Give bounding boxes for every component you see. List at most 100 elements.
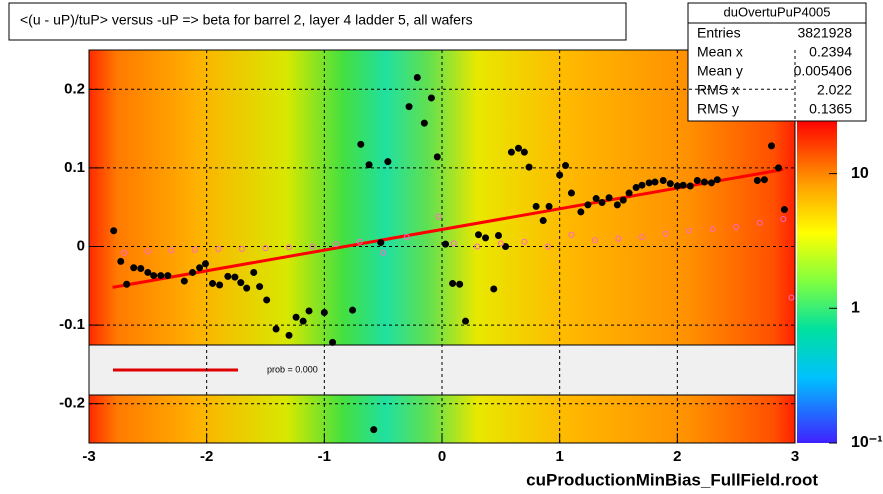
stats-value: 0.005406	[794, 63, 853, 79]
point	[427, 94, 435, 102]
point	[403, 234, 410, 241]
point	[556, 171, 564, 179]
point	[693, 176, 701, 184]
point	[189, 268, 197, 276]
point	[651, 178, 659, 186]
point	[562, 162, 570, 170]
point	[788, 294, 795, 301]
point	[449, 279, 457, 287]
point	[329, 338, 337, 346]
point	[474, 243, 481, 250]
point	[420, 119, 428, 127]
point	[494, 231, 502, 239]
stats-title: duOvertuPuP4005	[724, 4, 831, 19]
stats-label: Mean y	[697, 63, 743, 79]
point	[756, 219, 763, 226]
y-tick-label: 0.2	[64, 80, 85, 97]
point	[130, 264, 138, 272]
point	[384, 158, 392, 166]
point	[286, 244, 293, 251]
point	[673, 182, 681, 190]
point	[435, 213, 442, 220]
point	[164, 272, 172, 280]
point	[497, 240, 504, 247]
point	[285, 331, 293, 339]
point	[305, 307, 313, 315]
point	[262, 245, 269, 252]
point	[309, 243, 316, 250]
point	[615, 235, 622, 242]
point	[662, 230, 669, 237]
point	[117, 257, 125, 265]
point	[707, 179, 715, 187]
point	[686, 182, 694, 190]
chart-title: <(u - uP)/tuP> versus -uP => beta for ba…	[20, 12, 473, 28]
point	[713, 176, 721, 184]
point	[568, 231, 575, 238]
x-tick-label: 1	[555, 448, 563, 465]
point	[639, 234, 646, 241]
stats-label: Mean x	[697, 44, 743, 60]
point	[525, 163, 533, 171]
x-tick-label: -3	[82, 448, 95, 465]
point	[370, 426, 378, 434]
point	[110, 227, 118, 235]
point	[753, 176, 761, 184]
z-tick-label: 10⁻¹	[851, 434, 883, 451]
x-tick-label: 0	[438, 448, 446, 465]
point	[666, 180, 674, 188]
point	[150, 272, 158, 280]
point	[625, 189, 633, 197]
point	[659, 176, 667, 184]
point	[490, 285, 498, 293]
point	[413, 74, 421, 82]
point	[243, 284, 251, 292]
point	[209, 279, 217, 287]
point	[605, 194, 613, 202]
point	[733, 223, 740, 230]
stats-label: RMS y	[697, 101, 739, 117]
point	[144, 248, 151, 255]
point	[215, 245, 222, 252]
point	[521, 238, 528, 245]
stats-value: 2.022	[817, 82, 852, 98]
point	[514, 144, 522, 152]
point	[180, 277, 188, 285]
file-label: cuProductionMinBias_FullField.root	[526, 470, 818, 489]
point	[591, 237, 598, 244]
point	[780, 206, 788, 214]
point	[263, 296, 271, 304]
point	[196, 264, 204, 272]
point	[767, 142, 775, 150]
point	[144, 268, 152, 276]
point	[592, 195, 600, 203]
point	[320, 309, 328, 317]
z-tick-label: 10	[851, 165, 869, 182]
point	[157, 272, 165, 280]
point	[539, 217, 547, 225]
point	[292, 313, 300, 321]
point	[613, 201, 621, 209]
point	[679, 181, 687, 189]
point	[405, 103, 413, 111]
point	[584, 201, 592, 209]
point	[201, 260, 209, 268]
point	[357, 140, 365, 148]
stats-label: RMS x	[697, 82, 739, 98]
point	[191, 246, 198, 253]
point	[577, 208, 585, 216]
point	[231, 273, 239, 281]
point	[349, 306, 357, 314]
y-tick-label: 0.1	[64, 159, 85, 176]
point	[632, 184, 640, 192]
point	[482, 234, 490, 242]
point	[377, 239, 385, 247]
point	[645, 179, 653, 187]
point	[709, 226, 716, 233]
y-tick-label: -0.1	[59, 316, 85, 333]
point	[686, 227, 693, 234]
point	[780, 215, 787, 222]
x-tick-label: -2	[200, 448, 213, 465]
stats-value: 0.1365	[809, 101, 852, 117]
